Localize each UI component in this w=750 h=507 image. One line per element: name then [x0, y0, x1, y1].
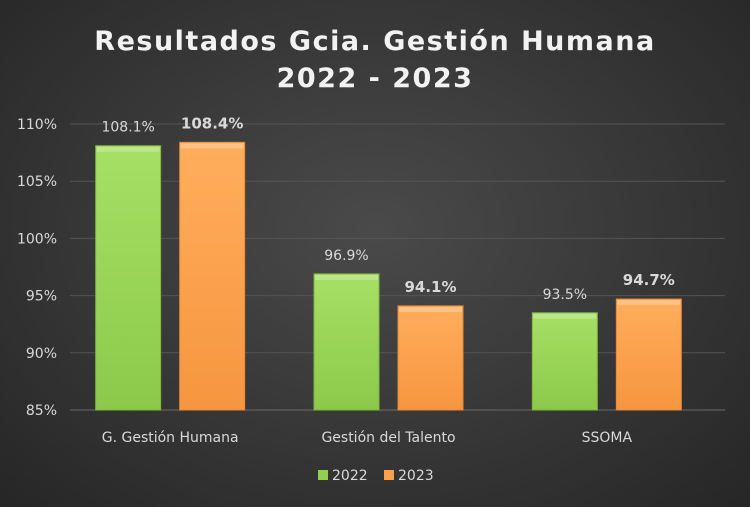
bar-bevel — [96, 146, 160, 152]
bar-bevel — [180, 143, 244, 149]
bar-2023 — [615, 298, 682, 411]
y-tick-label: 105% — [17, 174, 57, 190]
chart-subtitle: 2022 - 2023 — [277, 63, 474, 94]
y-tick-label: 110% — [17, 117, 57, 133]
legend-swatch-2023 — [384, 470, 394, 480]
y-tick-label: 85% — [26, 403, 57, 419]
legend-label: 2022 — [332, 468, 368, 484]
data-label: 94.7% — [623, 271, 675, 289]
bar-bevel — [617, 300, 681, 306]
x-category-label: Gestión del Talento — [321, 430, 455, 446]
bar-bevel — [533, 313, 597, 319]
bar-2023 — [179, 141, 246, 411]
bar-2022 — [313, 273, 380, 411]
bar-bevel — [315, 274, 378, 280]
data-label: 93.5% — [543, 287, 587, 303]
x-category-label: G. Gestión Humana — [102, 430, 239, 446]
bar-bevel — [399, 306, 462, 312]
x-category-label: SSOMA — [582, 430, 633, 446]
data-label: 108.4% — [181, 114, 243, 132]
y-tick-label: 95% — [26, 289, 57, 305]
bar-2022 — [95, 145, 162, 411]
legend-label: 2023 — [398, 468, 434, 484]
legend-swatch-2022 — [318, 470, 328, 480]
data-label: 96.9% — [324, 248, 368, 264]
y-tick-label: 100% — [17, 231, 57, 247]
y-tick-label: 90% — [26, 346, 57, 362]
data-label: 94.1% — [404, 278, 456, 296]
data-label: 108.1% — [101, 120, 154, 136]
bar-2022 — [531, 312, 598, 411]
bar-2023 — [397, 305, 464, 411]
chart-title: Resultados Gcia. Gestión Humana — [94, 26, 655, 57]
